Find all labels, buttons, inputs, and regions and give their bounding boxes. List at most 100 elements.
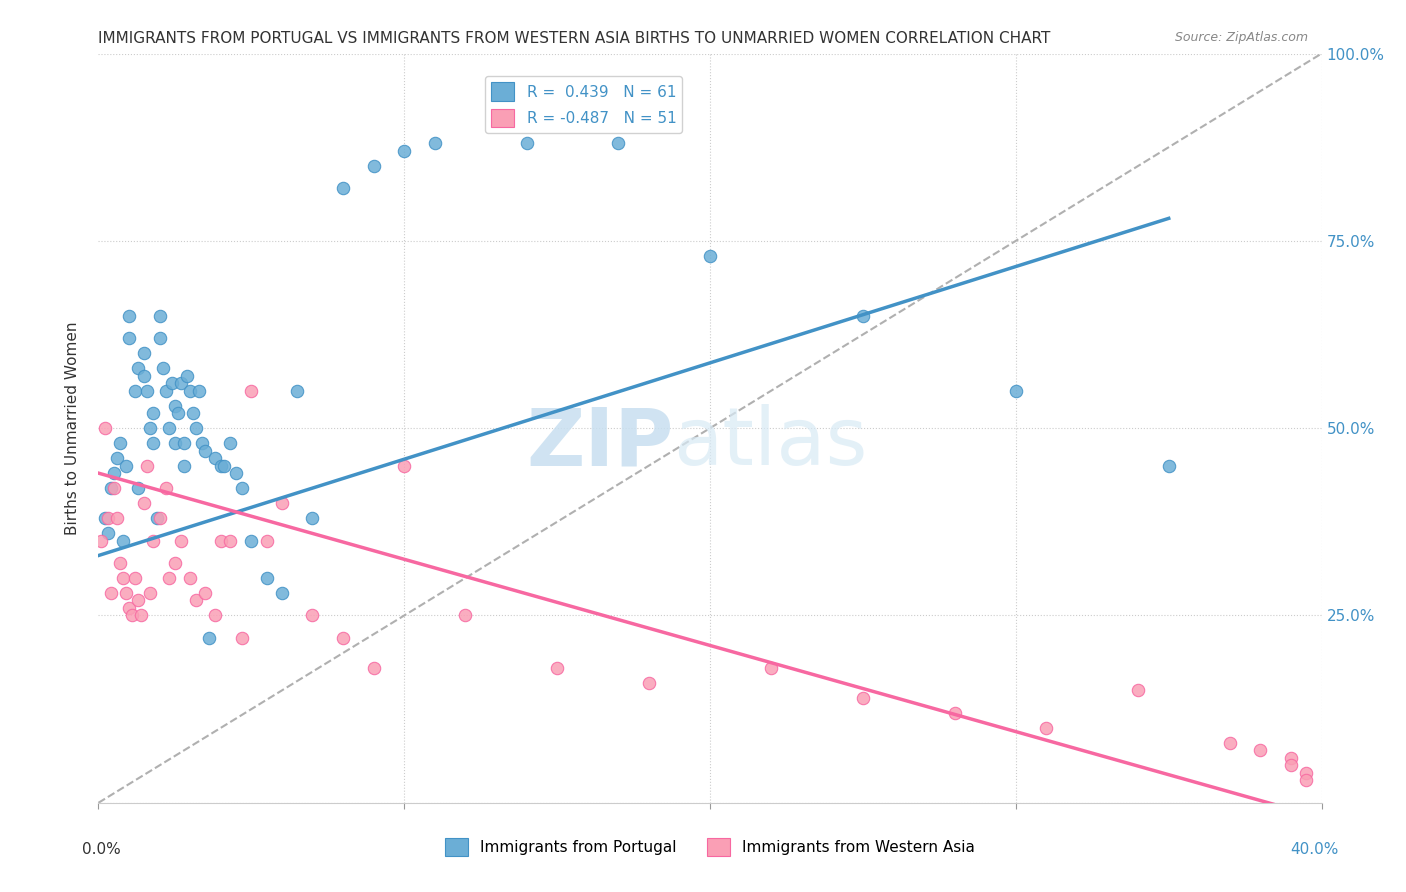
- Point: [105, 451, 128, 466]
- Point: [256, 571, 278, 585]
- Point: [115, 586, 138, 600]
- Point: [332, 181, 354, 195]
- Point: [1035, 721, 1057, 735]
- Point: [1219, 736, 1241, 750]
- Point: [155, 481, 177, 495]
- Text: 40.0%: 40.0%: [1291, 842, 1339, 856]
- Point: [194, 586, 217, 600]
- Point: [943, 706, 966, 720]
- Point: [231, 631, 253, 645]
- Point: [332, 631, 354, 645]
- Point: [170, 376, 193, 391]
- Point: [142, 436, 165, 450]
- Point: [301, 608, 323, 623]
- Point: [124, 384, 146, 398]
- Point: [212, 458, 235, 473]
- Point: [256, 533, 278, 548]
- Point: [97, 511, 120, 525]
- Point: [285, 384, 308, 398]
- Point: [129, 608, 152, 623]
- Point: [176, 368, 198, 383]
- Point: [637, 676, 661, 690]
- Point: [852, 309, 875, 323]
- Point: [546, 661, 568, 675]
- Point: [179, 384, 201, 398]
- Point: [149, 331, 172, 345]
- Point: [157, 421, 180, 435]
- Point: [231, 481, 253, 495]
- Point: [124, 571, 146, 585]
- Point: [118, 601, 141, 615]
- Point: [1249, 743, 1271, 757]
- Point: [160, 376, 183, 391]
- Point: [301, 511, 323, 525]
- Point: [240, 384, 263, 398]
- Text: ZIP: ZIP: [526, 404, 673, 483]
- Point: [1279, 758, 1302, 772]
- Point: [852, 690, 875, 705]
- Point: [209, 533, 232, 548]
- Point: [108, 436, 131, 450]
- Point: [139, 421, 162, 435]
- Point: [142, 406, 165, 420]
- Point: [194, 443, 217, 458]
- Point: [100, 586, 122, 600]
- Point: [127, 593, 149, 607]
- Point: [145, 511, 167, 525]
- Text: 0.0%: 0.0%: [82, 842, 121, 856]
- Point: [181, 406, 204, 420]
- Point: [225, 466, 247, 480]
- Point: [516, 136, 538, 151]
- Text: IMMIGRANTS FROM PORTUGAL VS IMMIGRANTS FROM WESTERN ASIA BIRTHS TO UNMARRIED WOM: IMMIGRANTS FROM PORTUGAL VS IMMIGRANTS F…: [98, 31, 1050, 46]
- Text: Source: ZipAtlas.com: Source: ZipAtlas.com: [1174, 31, 1308, 45]
- Point: [134, 368, 156, 383]
- Point: [127, 361, 149, 376]
- Point: [167, 406, 190, 420]
- Point: [179, 571, 201, 585]
- Point: [111, 533, 134, 548]
- Point: [186, 421, 208, 435]
- Point: [173, 436, 195, 450]
- Point: [270, 586, 292, 600]
- Point: [1295, 773, 1317, 788]
- Point: [191, 436, 214, 450]
- Point: [111, 571, 134, 585]
- Point: [209, 458, 232, 473]
- Point: [103, 466, 125, 480]
- Point: [136, 458, 159, 473]
- Point: [93, 421, 115, 435]
- Point: [170, 533, 193, 548]
- Point: [240, 533, 263, 548]
- Point: [134, 346, 156, 360]
- Point: [607, 136, 630, 151]
- Point: [90, 533, 112, 548]
- Point: [121, 608, 143, 623]
- Point: [1279, 751, 1302, 765]
- Point: [155, 384, 177, 398]
- Point: [105, 511, 128, 525]
- Point: [100, 481, 122, 495]
- Point: [118, 331, 141, 345]
- Point: [1004, 384, 1026, 398]
- Point: [134, 496, 156, 510]
- Point: [149, 511, 172, 525]
- Point: [392, 458, 416, 473]
- Point: [392, 144, 416, 158]
- Point: [163, 556, 186, 570]
- Legend: Immigrants from Portugal, Immigrants from Western Asia: Immigrants from Portugal, Immigrants fro…: [439, 831, 981, 863]
- Point: [136, 384, 159, 398]
- Point: [204, 608, 226, 623]
- Point: [699, 249, 721, 263]
- Point: [157, 571, 180, 585]
- Point: [163, 436, 186, 450]
- Point: [186, 593, 208, 607]
- Y-axis label: Births to Unmarried Women: Births to Unmarried Women: [65, 321, 80, 535]
- Point: [97, 526, 120, 541]
- Point: [115, 458, 138, 473]
- Point: [142, 533, 165, 548]
- Point: [103, 481, 125, 495]
- Point: [118, 309, 141, 323]
- Point: [363, 661, 385, 675]
- Point: [423, 136, 446, 151]
- Point: [1128, 683, 1150, 698]
